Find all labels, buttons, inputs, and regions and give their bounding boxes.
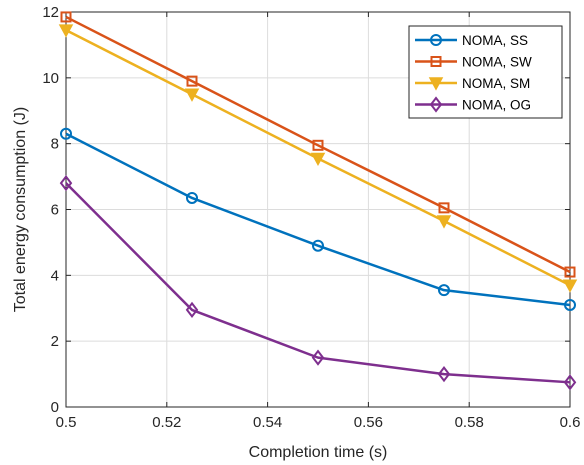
- x-tick-label: 0.6: [560, 414, 581, 431]
- data-point: [310, 152, 326, 167]
- legend-entry: NOMA, OG: [415, 96, 531, 113]
- legend-entry: NOMA, SS: [415, 33, 528, 48]
- y-tick-label: 2: [51, 333, 59, 350]
- x-tick-label: 0.58: [455, 414, 484, 431]
- legend-label: NOMA, SM: [462, 76, 530, 91]
- axes: 0.5 0.52 0.54 0.56 0.58 0.6 0 2 4 6 8 10 12: [42, 4, 580, 431]
- y-axis-label: Total energy consumption (J): [12, 107, 29, 312]
- legend-box: [408, 25, 563, 119]
- data-point: [564, 298, 576, 311]
- y-tick-label: 6: [51, 202, 59, 219]
- data-point: [438, 202, 450, 214]
- series-line: [65, 15, 571, 274]
- y-tick-label: 10: [42, 70, 59, 87]
- legend-entry: NOMA, SW: [415, 55, 532, 70]
- data-point: [563, 374, 577, 391]
- data-point: [60, 11, 72, 23]
- x-tick-label: 0.54: [253, 414, 282, 431]
- y-tick-label: 12: [42, 4, 59, 21]
- y-tick-label: 8: [51, 136, 59, 153]
- data-point: [562, 279, 578, 293]
- data-point: [185, 301, 199, 319]
- legend-entry: NOMA, SM: [415, 76, 530, 91]
- legend-label: NOMA, OG: [462, 98, 531, 113]
- series-2: [60, 11, 576, 278]
- series-4: [59, 175, 577, 391]
- x-tick-label: 0.56: [354, 414, 383, 431]
- data-point: [60, 127, 72, 140]
- legend-marker: [430, 56, 442, 67]
- data-point: [436, 215, 452, 229]
- data-point: [59, 175, 73, 192]
- x-tick-label: 0.5: [56, 414, 77, 431]
- legend-label: NOMA, SW: [462, 55, 532, 70]
- legend-marker: [428, 77, 444, 91]
- x-tick-label: 0.52: [152, 414, 181, 431]
- series-group: [58, 11, 578, 391]
- series-3: [58, 24, 578, 293]
- y-tick-label: 0: [51, 399, 59, 416]
- legend-marker: [430, 34, 442, 46]
- x-axis-label: Completion time (s): [249, 444, 388, 461]
- series-line: [65, 182, 571, 384]
- data-point: [312, 239, 324, 252]
- data-point: [564, 266, 576, 278]
- y-tick-label: 4: [51, 267, 59, 284]
- data-point: [312, 139, 324, 151]
- data-point: [184, 88, 200, 102]
- series-line: [65, 132, 571, 307]
- data-point: [58, 24, 74, 38]
- data-point: [438, 284, 450, 297]
- legend: NOMA, SS NOMA, SW NOMA, SM NOMA, OG: [408, 25, 563, 119]
- data-point: [311, 349, 325, 366]
- data-point: [186, 191, 198, 204]
- legend-label: NOMA, SS: [462, 33, 528, 48]
- legend-marker: [429, 96, 443, 113]
- data-point: [186, 75, 198, 87]
- series-1: [60, 127, 576, 311]
- data-point: [437, 365, 451, 383]
